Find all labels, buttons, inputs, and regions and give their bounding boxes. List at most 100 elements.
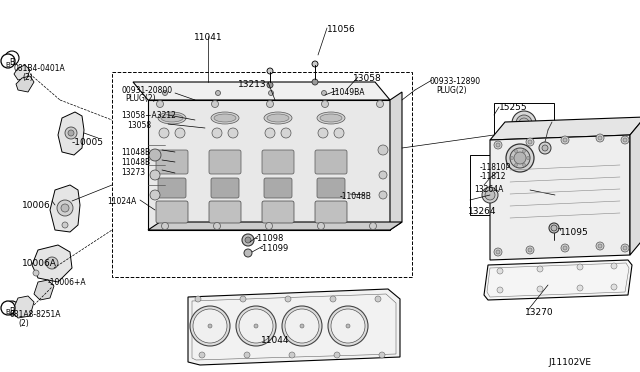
Circle shape	[514, 138, 518, 142]
Circle shape	[512, 136, 520, 144]
Text: 13213: 13213	[238, 80, 267, 89]
Circle shape	[211, 100, 218, 108]
Circle shape	[519, 118, 529, 128]
Text: 10006A: 10006A	[22, 259, 57, 268]
Circle shape	[265, 128, 275, 138]
FancyBboxPatch shape	[156, 150, 188, 174]
Circle shape	[542, 145, 548, 151]
Text: 13273: 13273	[121, 168, 145, 177]
Text: (2): (2)	[22, 73, 33, 82]
Text: 13264: 13264	[468, 207, 497, 216]
Text: 11044: 11044	[260, 336, 289, 345]
Ellipse shape	[158, 112, 186, 124]
Circle shape	[57, 200, 73, 216]
Circle shape	[149, 149, 161, 161]
Text: 00933-12890: 00933-12890	[430, 77, 481, 86]
Circle shape	[281, 128, 291, 138]
Circle shape	[330, 296, 336, 302]
FancyBboxPatch shape	[209, 150, 241, 174]
Circle shape	[537, 266, 543, 272]
Circle shape	[331, 309, 365, 343]
Text: B: B	[6, 62, 10, 68]
Text: 00931-20800: 00931-20800	[121, 86, 172, 95]
Circle shape	[526, 138, 534, 146]
Circle shape	[497, 287, 503, 293]
Circle shape	[228, 128, 238, 138]
Polygon shape	[34, 280, 54, 300]
Text: -10005: -10005	[72, 138, 104, 147]
Circle shape	[5, 51, 19, 65]
Circle shape	[514, 152, 526, 164]
Circle shape	[216, 90, 221, 96]
Circle shape	[318, 128, 328, 138]
FancyBboxPatch shape	[264, 178, 292, 198]
Polygon shape	[630, 117, 640, 255]
Circle shape	[208, 324, 212, 328]
Circle shape	[46, 257, 58, 269]
Polygon shape	[133, 82, 390, 100]
Circle shape	[528, 140, 532, 144]
Circle shape	[379, 191, 387, 199]
Text: 11056: 11056	[327, 25, 356, 34]
Circle shape	[522, 150, 525, 153]
Text: B: B	[10, 58, 15, 67]
Polygon shape	[148, 100, 390, 230]
Circle shape	[522, 163, 525, 166]
Circle shape	[577, 285, 583, 291]
Circle shape	[497, 165, 511, 179]
Circle shape	[506, 144, 534, 172]
Circle shape	[282, 306, 322, 346]
Circle shape	[375, 296, 381, 302]
Circle shape	[500, 168, 508, 176]
Circle shape	[150, 190, 160, 200]
Text: 11024A: 11024A	[107, 197, 136, 206]
Circle shape	[244, 352, 250, 358]
Polygon shape	[484, 260, 632, 300]
Text: 11041: 11041	[194, 33, 222, 42]
FancyBboxPatch shape	[156, 201, 188, 223]
Text: 081A8-8251A: 081A8-8251A	[10, 310, 61, 319]
Circle shape	[214, 222, 221, 230]
Circle shape	[212, 128, 222, 138]
FancyBboxPatch shape	[211, 178, 239, 198]
Circle shape	[334, 352, 340, 358]
Circle shape	[1, 301, 15, 315]
Text: -11812: -11812	[480, 172, 506, 181]
Circle shape	[68, 130, 74, 136]
Ellipse shape	[264, 112, 292, 124]
Circle shape	[266, 100, 273, 108]
Circle shape	[596, 242, 604, 250]
Circle shape	[328, 306, 368, 346]
Circle shape	[623, 138, 627, 142]
Circle shape	[539, 142, 551, 154]
Text: 11048B: 11048B	[121, 148, 150, 157]
Circle shape	[175, 128, 185, 138]
Circle shape	[596, 134, 604, 142]
Circle shape	[526, 246, 534, 254]
Text: PLUG(2): PLUG(2)	[436, 86, 467, 95]
Circle shape	[494, 141, 502, 149]
Circle shape	[561, 136, 569, 144]
Circle shape	[62, 222, 68, 228]
Circle shape	[510, 148, 530, 168]
FancyBboxPatch shape	[209, 201, 241, 223]
Text: -11099: -11099	[260, 244, 289, 253]
Circle shape	[321, 100, 328, 108]
Circle shape	[244, 249, 252, 257]
Circle shape	[563, 246, 567, 250]
Ellipse shape	[320, 114, 342, 122]
Circle shape	[482, 187, 498, 203]
Circle shape	[494, 248, 502, 256]
Circle shape	[537, 286, 543, 292]
Polygon shape	[12, 296, 34, 318]
Circle shape	[163, 90, 168, 96]
Circle shape	[5, 301, 19, 315]
Text: 11048B: 11048B	[121, 158, 150, 167]
Circle shape	[239, 309, 273, 343]
Circle shape	[563, 138, 567, 142]
Circle shape	[236, 306, 276, 346]
Circle shape	[161, 222, 168, 230]
Circle shape	[334, 128, 344, 138]
Circle shape	[267, 68, 273, 74]
Text: 11049BA: 11049BA	[330, 88, 365, 97]
